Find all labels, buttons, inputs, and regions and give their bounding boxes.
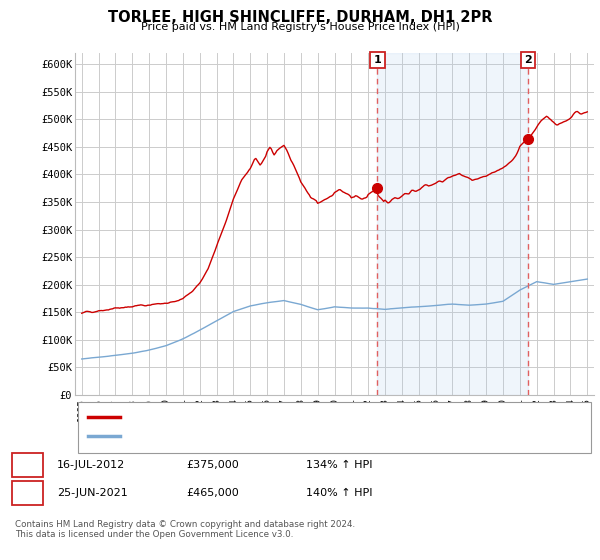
Text: 16-JUL-2012: 16-JUL-2012 bbox=[57, 460, 125, 470]
Text: HPI: Average price, detached house, County Durham: HPI: Average price, detached house, Coun… bbox=[124, 431, 388, 441]
Text: 1: 1 bbox=[373, 55, 381, 65]
Text: Price paid vs. HM Land Registry's House Price Index (HPI): Price paid vs. HM Land Registry's House … bbox=[140, 22, 460, 32]
Text: TORLEE, HIGH SHINCLIFFE, DURHAM, DH1 2PR (detached house): TORLEE, HIGH SHINCLIFFE, DURHAM, DH1 2PR… bbox=[124, 412, 448, 422]
Text: TORLEE, HIGH SHINCLIFFE, DURHAM, DH1 2PR: TORLEE, HIGH SHINCLIFFE, DURHAM, DH1 2PR bbox=[108, 10, 492, 25]
Text: 2: 2 bbox=[524, 55, 532, 65]
Text: 1: 1 bbox=[23, 458, 32, 472]
Text: 25-JUN-2021: 25-JUN-2021 bbox=[57, 488, 128, 498]
Text: 134% ↑ HPI: 134% ↑ HPI bbox=[306, 460, 373, 470]
Text: Contains HM Land Registry data © Crown copyright and database right 2024.
This d: Contains HM Land Registry data © Crown c… bbox=[15, 520, 355, 539]
Text: £465,000: £465,000 bbox=[186, 488, 239, 498]
Text: £375,000: £375,000 bbox=[186, 460, 239, 470]
Text: 140% ↑ HPI: 140% ↑ HPI bbox=[306, 488, 373, 498]
Text: 2: 2 bbox=[23, 486, 32, 500]
Bar bbox=[377, 53, 528, 395]
